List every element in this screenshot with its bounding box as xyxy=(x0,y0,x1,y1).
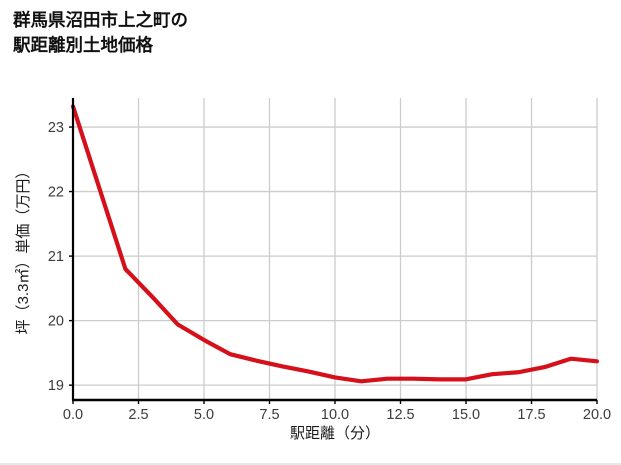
x-tick-label: 2.5 xyxy=(128,407,148,423)
x-tick-label: 20.0 xyxy=(583,407,611,423)
data-line-group xyxy=(70,104,600,384)
x-tick-label: 5.0 xyxy=(194,407,214,423)
y-axis-title: 坪（3.3㎡）単価（万円） xyxy=(15,164,32,335)
x-tick-label: 17.5 xyxy=(517,407,545,423)
x-tick-label: 7.5 xyxy=(259,407,279,423)
y-tick-label: 20 xyxy=(48,314,64,330)
x-tick-label: 0.0 xyxy=(63,407,83,423)
x-tick-label: 10.0 xyxy=(321,407,349,423)
y-tick-label: 21 xyxy=(48,249,64,265)
y-tick-label: 22 xyxy=(48,185,64,201)
y-tick-label: 19 xyxy=(48,378,64,394)
x-axis-title: 駅距離（分） xyxy=(290,424,380,442)
data-line xyxy=(70,104,600,384)
y-tick-labels: 19 20 21 22 23 xyxy=(48,120,73,394)
gridlines xyxy=(73,98,598,400)
y-tick-label: 23 xyxy=(48,120,64,136)
x-tick-label: 12.5 xyxy=(386,407,414,423)
x-tick-label: 15.0 xyxy=(452,407,480,423)
chart-title: 群馬県沼田市上之町の 駅距離別土地価格 xyxy=(13,10,188,56)
bottom-divider xyxy=(0,463,621,465)
x-tick-labels: 0.0 2.5 5.0 7.5 10.0 12.5 15.0 17.5 20.0 xyxy=(63,400,611,423)
